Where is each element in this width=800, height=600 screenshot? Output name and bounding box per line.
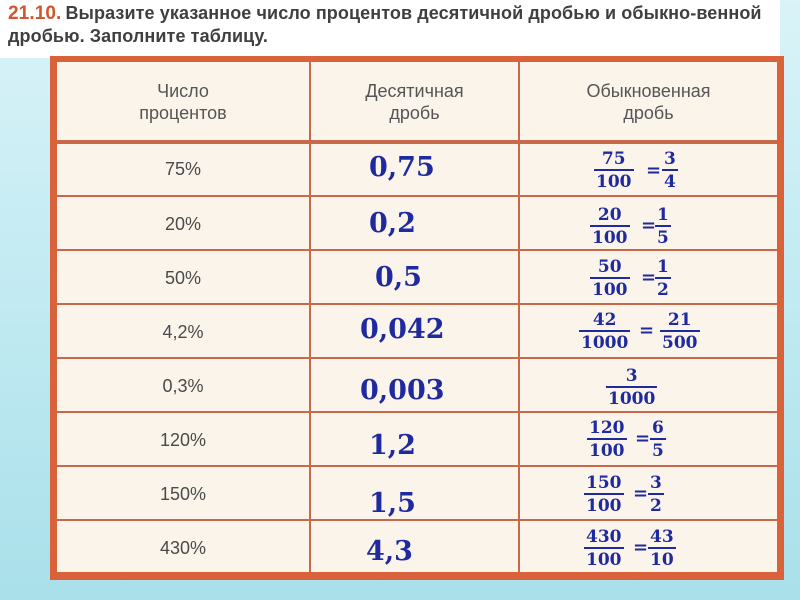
fraction-unreduced: 75 100 bbox=[594, 150, 634, 191]
denominator: 100 bbox=[586, 550, 622, 570]
denominator: 5 bbox=[657, 228, 669, 248]
row-divider bbox=[57, 357, 777, 359]
numerator: 1 bbox=[657, 205, 669, 225]
denominator: 100 bbox=[586, 496, 622, 516]
denominator: 100 bbox=[596, 172, 632, 192]
task-statement: 21.10. Выразите указанное число процентов… bbox=[8, 2, 776, 48]
denominator: 1000 bbox=[581, 333, 629, 353]
header-fraction: Обыкновенная дробь bbox=[586, 81, 711, 123]
denominator: 500 bbox=[662, 333, 698, 353]
denominator: 1000 bbox=[608, 389, 656, 409]
numerator: 20 bbox=[597, 205, 622, 225]
equals-sign: = bbox=[633, 537, 649, 558]
numerator: 430 bbox=[586, 527, 622, 547]
percent-cell: 75% bbox=[164, 159, 202, 179]
denominator: 100 bbox=[592, 228, 628, 248]
column-divider bbox=[518, 62, 520, 572]
numerator: 120 bbox=[589, 418, 625, 438]
fraction-reduced: 43 10 bbox=[648, 528, 676, 569]
header-percent: Число процентов bbox=[139, 81, 227, 123]
row-divider bbox=[57, 411, 777, 413]
percent-cell: 150% bbox=[159, 484, 207, 504]
row-divider bbox=[57, 303, 777, 305]
task-text: Выразите указанное число процентов десят… bbox=[8, 3, 762, 46]
answer-table: Число процентов Десятичная дробь Обыкнов… bbox=[57, 62, 777, 572]
numerator: 43 bbox=[650, 527, 674, 547]
percent-cell: 50% bbox=[164, 268, 202, 288]
percent-cell: 4,2% bbox=[162, 322, 204, 342]
percent-cell: 430% bbox=[159, 538, 207, 558]
row-divider bbox=[57, 465, 777, 467]
numerator: 150 bbox=[586, 473, 622, 493]
decimal-answer: 0,2 bbox=[369, 208, 416, 239]
percent-cell: 120% bbox=[159, 430, 207, 450]
fraction-unreduced: 150 100 bbox=[584, 474, 624, 515]
numerator: 50 bbox=[597, 257, 622, 277]
decimal-answer: 0,042 bbox=[360, 314, 445, 345]
equals-sign: = bbox=[633, 483, 649, 504]
numerator: 21 bbox=[667, 310, 692, 330]
decimal-answer: 4,3 bbox=[366, 536, 413, 567]
fraction-reduced: 21 500 bbox=[660, 311, 700, 352]
task-number: 21.10. bbox=[8, 3, 62, 24]
equals-sign: = bbox=[641, 267, 657, 288]
denominator: 2 bbox=[657, 280, 669, 300]
header-decimal: Десятичная дробь bbox=[365, 81, 464, 123]
row-divider bbox=[57, 249, 777, 251]
denominator: 2 bbox=[650, 496, 662, 516]
decimal-answer: 0,003 bbox=[360, 375, 445, 406]
equals-sign: = bbox=[646, 160, 662, 181]
numerator: 1 bbox=[657, 257, 669, 277]
fraction-unreduced: 120 100 bbox=[587, 419, 627, 460]
numerator: 75 bbox=[601, 149, 626, 169]
fraction-unreduced: 50 100 bbox=[590, 258, 630, 299]
header-divider bbox=[57, 140, 777, 144]
numerator: 3 bbox=[664, 149, 676, 169]
equals-sign: = bbox=[641, 215, 657, 236]
equals-sign: = bbox=[639, 320, 655, 341]
fraction-unreduced: 42 1000 bbox=[579, 310, 631, 353]
numerator: 6 bbox=[652, 418, 664, 438]
numerator: 42 bbox=[592, 310, 617, 330]
decimal-answer: 0,5 bbox=[375, 262, 422, 293]
equals-sign: = bbox=[635, 428, 651, 449]
numerator: 3 bbox=[650, 473, 662, 493]
decimal-answer: 0,75 bbox=[369, 152, 435, 183]
denominator: 4 bbox=[664, 172, 676, 192]
denominator: 100 bbox=[589, 441, 625, 461]
fraction-unreduced: 3 1000 bbox=[606, 366, 658, 409]
denominator: 10 bbox=[650, 550, 674, 570]
denominator: 5 bbox=[652, 441, 664, 461]
textbook-page-header bbox=[0, 0, 780, 58]
numerator: 3 bbox=[625, 366, 638, 386]
column-divider bbox=[309, 62, 311, 572]
percent-cell: 20% bbox=[164, 214, 202, 234]
percent-cell: 0,3% bbox=[162, 376, 204, 396]
row-divider bbox=[57, 195, 777, 197]
fraction-unreduced: 430 100 bbox=[584, 528, 624, 569]
row-divider bbox=[57, 519, 777, 521]
decimal-answer: 1,5 bbox=[369, 488, 416, 519]
decimal-answer: 1,2 bbox=[369, 430, 416, 461]
denominator: 100 bbox=[592, 280, 628, 300]
fraction-unreduced: 20 100 bbox=[590, 206, 630, 247]
